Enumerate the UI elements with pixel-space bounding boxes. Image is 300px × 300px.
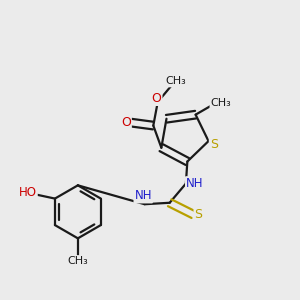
- Text: NH: NH: [134, 190, 152, 202]
- Text: HO: HO: [19, 186, 37, 199]
- Text: S: S: [194, 208, 202, 221]
- Text: NH: NH: [186, 177, 203, 190]
- Text: CH₃: CH₃: [68, 256, 88, 266]
- Text: CH₃: CH₃: [166, 76, 186, 86]
- Text: S: S: [210, 137, 218, 151]
- Text: CH₃: CH₃: [210, 98, 231, 108]
- Text: O: O: [152, 92, 161, 105]
- Text: O: O: [121, 116, 131, 129]
